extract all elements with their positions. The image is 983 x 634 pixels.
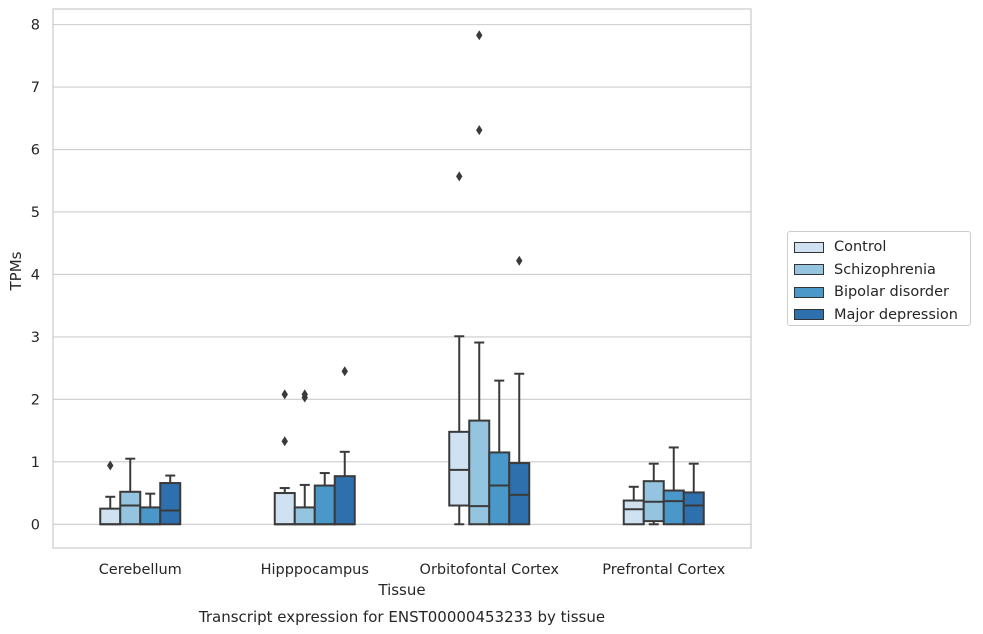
box-iqr <box>99 507 122 526</box>
box-iqr <box>159 482 182 526</box>
outlier-point <box>516 255 523 266</box>
legend-label: Schizophrenia <box>834 261 936 278</box>
box-iqr <box>139 506 162 526</box>
x-tick-label: Hipppocampus <box>261 562 369 578</box>
chart-title: Transcript expression for ENST0000045323… <box>198 608 605 626</box>
legend-label: Bipolar disorder <box>834 284 949 301</box>
legend-item: Major depression <box>794 304 964 327</box>
y-tick-label: 6 <box>31 143 40 159</box>
box-major-depression <box>682 462 705 526</box>
outlier-point <box>456 171 463 182</box>
box-iqr <box>682 491 705 526</box>
legend-label: Control <box>834 239 887 256</box>
y-tick-labels: 0 1 2 3 4 5 6 7 8 <box>31 18 40 534</box>
box-iqr <box>488 451 511 526</box>
legend: Control Schizophrenia Bipolar disorder Majo… <box>787 231 971 326</box>
box-iqr <box>333 475 356 526</box>
legend-item: Schizophrenia <box>794 259 964 282</box>
gridlines <box>53 24 751 525</box>
box-bipolar-disorder <box>662 446 685 526</box>
legend-label: Major depression <box>834 306 958 323</box>
box-schizophrenia <box>119 457 142 526</box>
x-tick-label: Orbitofontal Cortex <box>420 562 560 578</box>
box-control <box>99 460 122 526</box>
legend-swatch <box>794 309 824 321</box>
y-axis-label: TPMs <box>7 251 25 291</box>
box-bipolar-disorder <box>488 379 511 526</box>
box-iqr <box>293 506 316 526</box>
y-tick-label: 3 <box>31 330 40 346</box>
x-axis-label: Tissue <box>377 581 425 599</box>
legend-swatch <box>794 264 824 276</box>
box-plots <box>99 30 705 526</box>
x-tick-label: Cerebellum <box>99 562 182 578</box>
y-tick-label: 5 <box>31 205 40 221</box>
outlier-point <box>476 125 483 136</box>
box-iqr <box>273 492 296 526</box>
box-control <box>448 171 471 526</box>
legend-swatch <box>794 286 824 298</box>
plot-frame <box>52 8 752 549</box>
legend-item: Bipolar disorder <box>794 281 964 304</box>
box-major-depression <box>333 366 356 526</box>
box-iqr <box>662 489 685 526</box>
outlier-point <box>341 366 348 377</box>
outlier-point <box>281 389 288 400</box>
box-control <box>273 389 296 526</box>
box-iqr <box>622 499 645 526</box>
legend-item: Control <box>794 236 964 259</box>
outlier-point <box>301 392 308 403</box>
outlier-point <box>107 460 114 471</box>
y-tick-label: 2 <box>31 392 40 408</box>
y-tick-label: 4 <box>31 267 40 283</box>
box-iqr <box>119 490 142 526</box>
box-bipolar-disorder <box>139 492 162 526</box>
y-tick-label: 1 <box>31 455 40 471</box>
y-tick-label: 0 <box>31 517 40 533</box>
y-tick-label: 7 <box>31 80 40 96</box>
box-bipolar-disorder <box>313 472 336 526</box>
x-tick-labels: Cerebellum Hipppocampus Orbitofontal Corte… <box>99 562 726 578</box>
box-iqr <box>468 419 491 526</box>
box-iqr <box>508 462 531 526</box>
box-control <box>622 485 645 526</box>
box-iqr <box>448 430 471 507</box>
box-major-depression <box>508 255 531 526</box>
box-major-depression <box>159 474 182 526</box>
x-tick-label: Prefrontal Cortex <box>602 562 725 578</box>
outlier-point <box>281 436 288 447</box>
y-tick-label: 8 <box>31 18 40 34</box>
box-schizophrenia <box>642 462 665 526</box>
outlier-point <box>476 30 483 41</box>
box-schizophrenia <box>468 30 491 526</box>
box-schizophrenia <box>293 389 316 526</box>
box-iqr <box>313 484 336 526</box>
legend-swatch <box>794 241 824 253</box>
